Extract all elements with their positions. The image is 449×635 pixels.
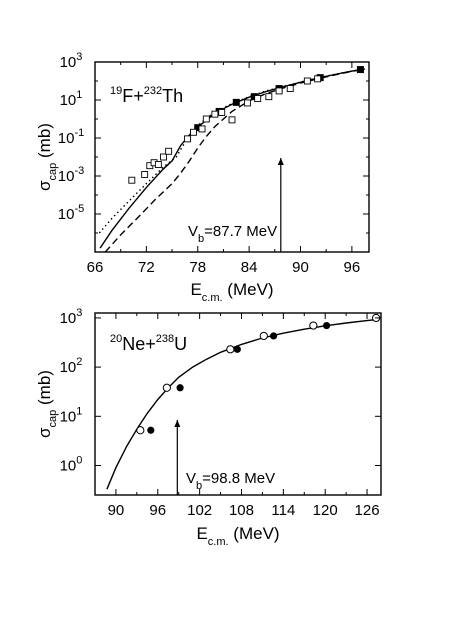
- data-point-filled-circle: [147, 426, 155, 434]
- panel-bottom-plot-area: 90 96 102 108 114 120 126 103 102 101 100: [60, 307, 382, 519]
- data-point-filled-square: [356, 66, 364, 74]
- panel-bottom-vb-label: Vb=98.8 MeV: [186, 470, 275, 492]
- panel-top-x-axis-label: Ec.m. (MeV): [190, 280, 273, 304]
- x-tick-label: 120: [313, 502, 338, 519]
- data-point-open-square: [286, 85, 294, 93]
- barrier-arrow-head: [174, 420, 181, 427]
- x-tick-label: 90: [108, 502, 125, 519]
- data-point-open-circle: [309, 321, 318, 330]
- data-point-open-square: [254, 95, 262, 102]
- data-point-filled-circle: [233, 345, 241, 353]
- y-tick-label: 10-3: [58, 165, 84, 185]
- panel-top: 66 72 78 84 90 96 103 101 10-1 10-3 10-5 19F+232Th…: [35, 51, 370, 304]
- data-point-open-square: [198, 125, 206, 133]
- data-point-open-square: [128, 176, 136, 184]
- x-tick-label: 102: [187, 502, 212, 519]
- data-point-open-square: [218, 109, 226, 116]
- data-point-open-square: [303, 77, 311, 85]
- panel-top-plot-area: 66 72 78 84 90 96 103 101 10-1 10-3 10-5: [58, 51, 370, 276]
- barrier-arrow-head: [277, 158, 284, 165]
- data-point-open-square: [202, 115, 210, 123]
- x-tick-label: 108: [229, 502, 254, 519]
- data-point-open-circle: [259, 331, 268, 341]
- panel-top-vb-label: Vb=87.7 MeV: [188, 223, 277, 245]
- data-point-filled-circle: [176, 384, 184, 392]
- data-point-open-square: [165, 147, 173, 155]
- y-tick-label: 102: [60, 356, 83, 376]
- x-tick-label: 96: [344, 259, 361, 276]
- data-point-open-square: [275, 87, 283, 95]
- panel-bottom: 90 96 102 108 114 120 126 103 102 101 100 20Ne+238…: [35, 307, 382, 548]
- data-point-open-square: [154, 161, 162, 169]
- y-tick-label: 101: [60, 405, 83, 425]
- curve-dashed: [104, 68, 365, 252]
- panel-bottom-frame: [94, 312, 382, 496]
- data-point-filled-square: [232, 98, 240, 106]
- y-tick-label: 10-1: [58, 127, 84, 147]
- panel-bottom-x-axis-label: Ec.m. (MeV): [196, 524, 279, 548]
- x-tick-label: 66: [87, 259, 104, 276]
- data-point-open-square: [228, 116, 236, 124]
- data-point-filled-circle: [322, 321, 331, 330]
- panel-bottom-y-axis-label: σcap (mb): [35, 370, 59, 438]
- data-point-open-circle: [162, 383, 171, 392]
- data-point-open-square: [211, 110, 219, 118]
- panel-top-y-axis-label: σcap (mb): [35, 123, 59, 191]
- x-tick-label: 96: [149, 502, 166, 519]
- x-tick-label: 126: [355, 502, 380, 519]
- data-point-open-square: [243, 99, 251, 107]
- data-point-open-circle: [226, 345, 235, 354]
- data-point-filled-circle: [269, 332, 278, 340]
- x-tick-label: 84: [241, 259, 258, 276]
- data-point-open-circle: [136, 426, 145, 435]
- x-tick-label: 78: [189, 259, 206, 276]
- curve-dotted: [98, 68, 365, 234]
- data-point-open-square: [184, 135, 191, 143]
- data-point-open-square: [160, 153, 167, 161]
- y-tick-label: 103: [60, 307, 83, 327]
- panel-top-reaction-label: 19F+232Th: [110, 85, 183, 106]
- data-point-open-square: [141, 171, 149, 178]
- y-tick-label: 103: [60, 51, 83, 71]
- data-point-open-square: [190, 128, 197, 136]
- data-point-filled-square: [194, 124, 202, 132]
- data-point-open-square: [314, 75, 322, 83]
- y-tick-label: 101: [60, 89, 83, 109]
- y-tick-label: 10-5: [58, 203, 84, 223]
- panel-bottom-reaction-label: 20Ne+238U: [110, 333, 187, 354]
- x-tick-label: 72: [138, 259, 155, 276]
- y-tick-label: 100: [60, 454, 83, 474]
- x-tick-label: 90: [292, 259, 309, 276]
- data-point-open-square: [265, 93, 273, 101]
- x-tick-label: 114: [271, 502, 295, 519]
